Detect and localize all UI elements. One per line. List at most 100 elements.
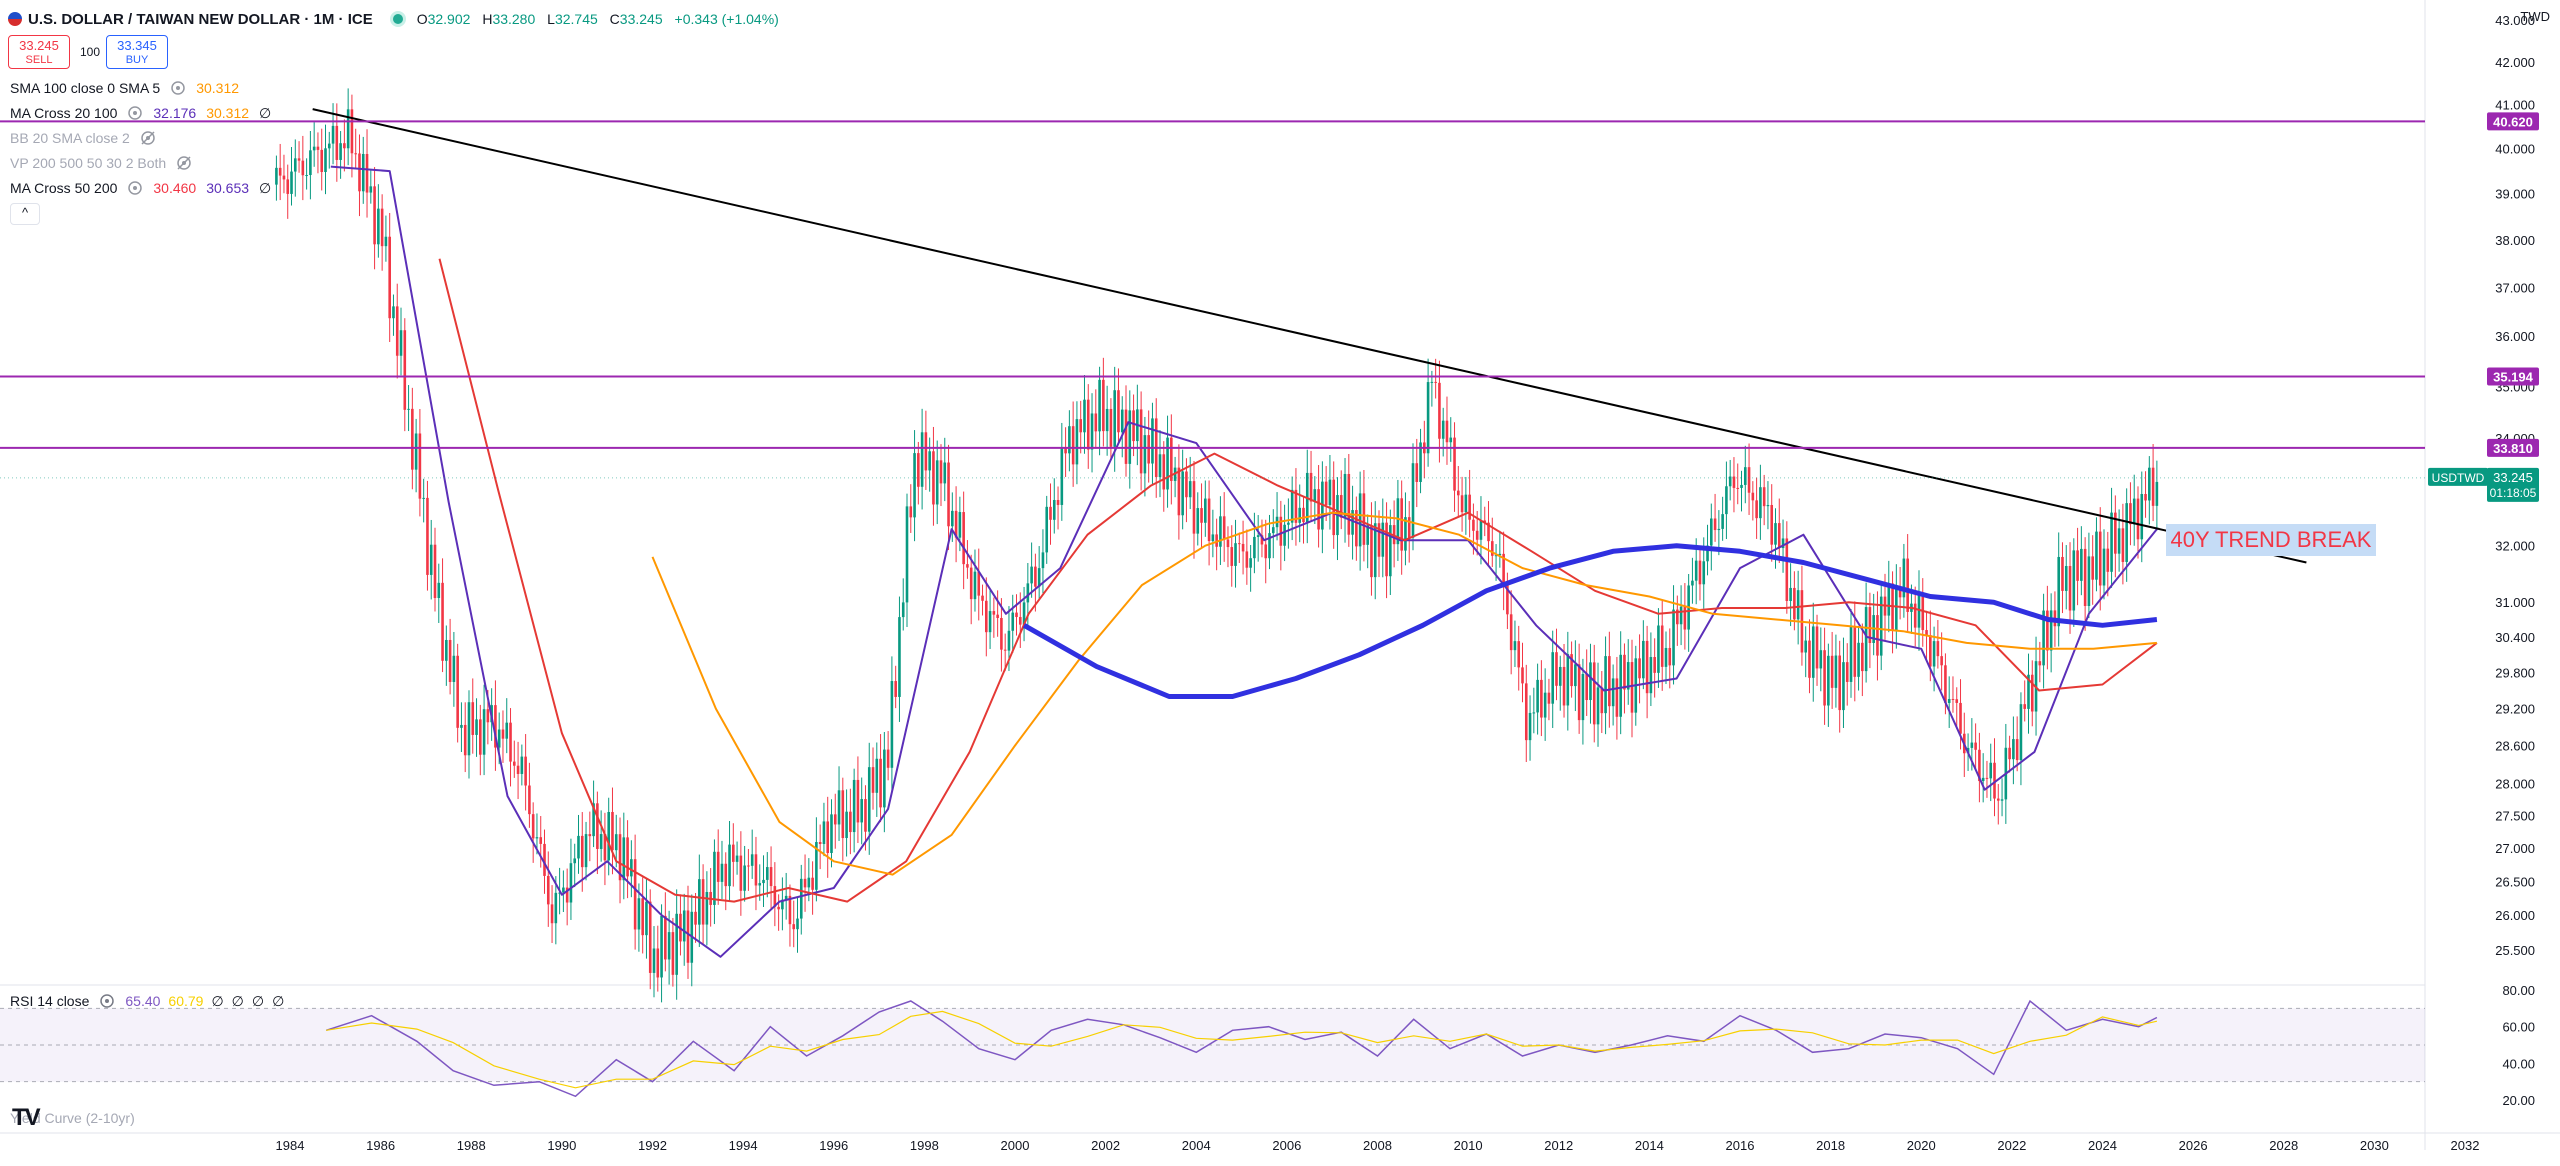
x-tick-label: 1994 <box>729 1138 758 1153</box>
currency-label[interactable]: TWD <box>2520 9 2550 24</box>
indicator-value: ∅ <box>259 104 272 121</box>
y-tick-label: 26.500 <box>2495 874 2535 889</box>
candle-body <box>1751 492 1755 501</box>
collapse-legend-button[interactable]: ^ <box>10 203 40 225</box>
eye-off-icon[interactable] <box>140 130 156 146</box>
candle-body <box>1842 662 1845 711</box>
eye-icon[interactable] <box>127 180 143 196</box>
indicator-name: MA Cross 50 200 <box>10 180 118 196</box>
y-tick-label: 32.000 <box>2495 539 2535 554</box>
candle-body <box>1457 490 1460 496</box>
rsi-legend[interactable]: RSI 14 close 65.40 60.79 ∅ ∅ ∅ ∅ <box>10 992 285 1010</box>
candle-body <box>905 506 909 603</box>
eye-icon[interactable] <box>99 993 115 1009</box>
candle-body <box>1649 657 1653 694</box>
eye-off-icon[interactable] <box>176 155 192 171</box>
candle-body <box>2106 548 2110 572</box>
candle-body <box>1747 467 1751 493</box>
indicator-legend-row[interactable]: MA Cross 20 100 32.176 30.312 ∅ <box>10 102 281 124</box>
candle-body <box>796 918 799 930</box>
indicator-legend-row[interactable]: VP 200 500 50 30 2 Both <box>10 152 202 174</box>
candle-body <box>1683 606 1687 630</box>
candle-body <box>1215 534 1218 547</box>
candle-body <box>2102 548 2106 586</box>
x-tick-label: 1996 <box>819 1138 848 1153</box>
rsi-tick-label: 40.00 <box>2502 1056 2535 1071</box>
candle-body <box>1577 664 1581 721</box>
candle-body <box>1925 630 1928 636</box>
candle-body <box>803 878 807 888</box>
candle-body <box>954 510 958 538</box>
candle-body <box>1086 399 1090 450</box>
candle-body <box>1207 498 1211 542</box>
candle-body <box>739 855 743 891</box>
indicator-value: 30.460 <box>153 180 197 196</box>
candle-body <box>1105 408 1109 432</box>
candle-body <box>467 702 471 756</box>
candle-body <box>1396 498 1400 545</box>
candle-body <box>2023 704 2027 709</box>
y-tick-label: 42.000 <box>2495 55 2535 70</box>
candle-body <box>2114 512 2117 554</box>
candle-body <box>826 821 830 853</box>
candle-body <box>735 855 739 862</box>
candle-body <box>811 877 814 890</box>
candle-body <box>588 834 592 837</box>
x-tick-label: 2008 <box>1363 1138 1392 1153</box>
candle-body <box>973 571 977 600</box>
candle-body <box>577 835 580 859</box>
candle-body <box>1407 517 1411 538</box>
x-tick-label: 2028 <box>2269 1138 2298 1153</box>
indicator-legend-row[interactable]: SMA 100 close 0 SMA 5 30.312 <box>10 77 249 99</box>
level-tag-label: 35.194 <box>2493 369 2534 384</box>
candle-body <box>361 153 365 192</box>
candle-body <box>1219 516 1222 547</box>
candle-body <box>713 851 716 905</box>
symbol-title[interactable]: U.S. DOLLAR / TAIWAN NEW DOLLAR · 1M · I… <box>28 10 373 28</box>
candle-body <box>411 408 414 470</box>
candle-body <box>392 306 395 319</box>
tradingview-logo[interactable]: TV <box>12 1104 41 1131</box>
buy-button[interactable]: 33.345 BUY <box>106 35 168 69</box>
candle-body <box>860 799 863 823</box>
candle-body <box>1430 381 1434 383</box>
order-quantity[interactable]: 100 <box>80 45 101 59</box>
candle-body <box>935 460 939 505</box>
candle-body <box>1192 481 1196 534</box>
candle-body <box>750 854 754 866</box>
y-tick-label: 37.000 <box>2495 280 2535 295</box>
candle-body <box>1721 514 1724 529</box>
candle-body <box>1381 522 1385 557</box>
indicator-legend-row[interactable]: BB 20 SMA close 2 <box>10 127 166 149</box>
y-tick-label: 28.000 <box>2495 776 2535 791</box>
candle-body <box>769 867 773 887</box>
candle-body <box>377 208 380 245</box>
candle-body <box>928 451 931 471</box>
price-series <box>275 88 2159 1003</box>
candle-body <box>1385 522 1388 577</box>
candle-body <box>947 462 950 527</box>
indicator-legend-row[interactable]: MA Cross 50 200 30.460 30.653 ∅ <box>10 177 281 199</box>
candle-body <box>1234 543 1237 566</box>
candle-body <box>293 158 297 172</box>
candle-body <box>871 767 875 793</box>
candle-body <box>1147 435 1150 464</box>
candle-body <box>2132 498 2136 525</box>
candle-body <box>1177 467 1181 516</box>
yield-curve-legend[interactable]: Yield Curve (2-10yr) <box>10 1110 135 1126</box>
sell-button[interactable]: 33.245 SELL <box>8 35 70 69</box>
candle-body <box>1483 520 1487 523</box>
rsi-value: ∅ <box>231 992 244 1009</box>
eye-icon[interactable] <box>170 80 186 96</box>
candle-body <box>1993 762 1996 799</box>
candle-body <box>1475 530 1479 540</box>
candle-body <box>1241 543 1245 552</box>
candle-body <box>1090 413 1094 450</box>
candle-body <box>1098 379 1101 432</box>
candle-body <box>1989 762 1993 779</box>
candle-body <box>1951 698 1955 700</box>
eye-icon[interactable] <box>127 105 143 121</box>
candle-body <box>864 799 867 832</box>
candle-body <box>1162 454 1166 490</box>
